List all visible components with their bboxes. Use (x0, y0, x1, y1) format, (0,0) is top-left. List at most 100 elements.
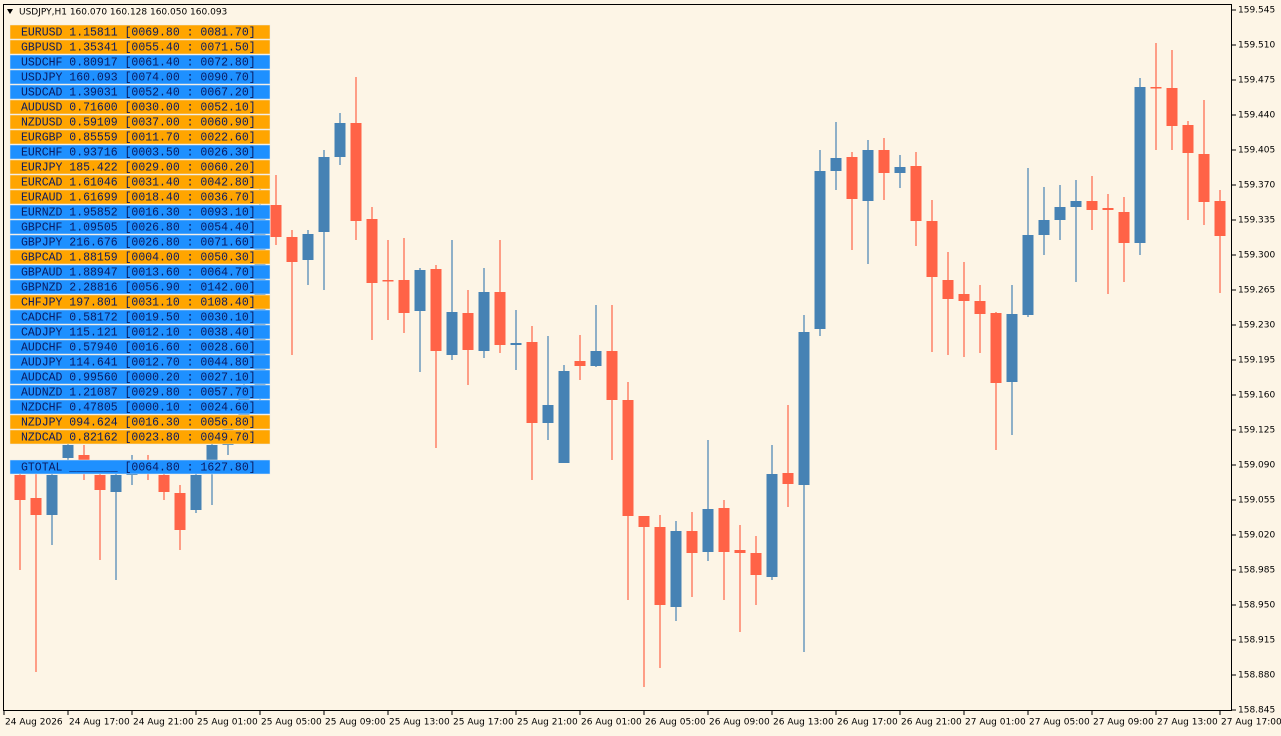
candle-body (110, 475, 122, 492)
y-tick-label: 159.160 (1238, 391, 1275, 401)
x-tick-label: 26 Aug 17:00 (837, 718, 898, 728)
y-tick-label: 158.845 (1238, 706, 1275, 716)
pair-row-bg (9, 159, 271, 175)
y-tick-label: 158.950 (1238, 601, 1275, 611)
pair-row: USDCHF 0.80917 [0061.40 : 0072.80] (21, 57, 256, 70)
x-tick-label: 26 Aug 05:00 (645, 718, 706, 728)
y-tick-label: 159.545 (1238, 6, 1275, 16)
pair-row: GBPJPY 216.676 [0026.80 : 0071.60] (21, 237, 256, 250)
y-tick-label: 159.440 (1238, 111, 1275, 121)
x-tick-label: 25 Aug 21:00 (517, 718, 578, 728)
pair-row-bg (9, 24, 271, 40)
x-tick-label: 24 Aug 2026 (5, 718, 63, 728)
x-tick-label: 26 Aug 21:00 (901, 718, 962, 728)
y-tick-label: 159.335 (1238, 216, 1275, 226)
candle-body (446, 312, 458, 355)
candle-body (190, 475, 202, 510)
candle-body (974, 301, 986, 314)
candle-body (62, 445, 74, 458)
x-tick-label: 27 Aug 01:00 (965, 718, 1026, 728)
candle-body (318, 157, 330, 232)
x-tick-label: 25 Aug 01:00 (197, 718, 258, 728)
pair-row: NZDJPY 094.624 [0016.30 : 0056.80] (21, 417, 256, 430)
pair-row: EURJPY 185.422 [0029.00 : 0060.20] (21, 162, 256, 175)
pair-row: GBPAUD 1.88947 [0013.60 : 0064.70] (21, 267, 256, 280)
y-tick-label: 158.915 (1238, 636, 1275, 646)
pair-row-bg (9, 114, 271, 130)
pair-row: GTOTAL _______ [0064.80 : 1627.80] (21, 462, 256, 475)
candle-body (1182, 125, 1194, 153)
y-tick-label: 159.510 (1238, 41, 1275, 51)
pair-row: EURAUD 1.61699 [0018.40 : 0036.70] (21, 192, 256, 205)
pair-row: NZDCAD 0.82162 [0023.80 : 0049.70] (21, 432, 256, 445)
candle-body (350, 123, 362, 221)
axes: 159.545 159.510 159.475 159.440 159.405 159.3… (3, 6, 1281, 728)
candle-body (782, 473, 794, 484)
pair-row: USDCAD 1.39031 [0052.40 : 0067.20] (21, 87, 256, 100)
candle-body (542, 405, 554, 423)
candle-body (334, 123, 346, 157)
candle-body (1086, 201, 1098, 210)
x-tick-label: 25 Aug 13:00 (389, 718, 450, 728)
candle-body (590, 351, 602, 366)
candle-body (270, 205, 282, 237)
pair-row: USDJPY 160.093 [0074.00 : 0090.70] (21, 72, 256, 85)
pair-row: NZDUSD 0.59109 [0037.00 : 0060.90] (21, 117, 256, 130)
pair-row-bg (9, 324, 271, 340)
pair-row: NZDCHF 0.47805 [0000.10 : 0024.60] (21, 402, 256, 415)
candle-body (638, 516, 650, 527)
pairs-panel: EURUSD 1.15811 [0069.80 : 0081.70] GBPUSD… (9, 24, 271, 475)
candle-body (14, 475, 26, 500)
y-tick-label: 159.055 (1238, 496, 1275, 506)
menu-arrow[interactable] (7, 9, 13, 14)
pair-row: GBPUSD 1.35341 [0055.40 : 0071.50] (21, 42, 256, 55)
candle-body (862, 150, 874, 201)
pair-row-bg (9, 354, 271, 370)
candle-body (654, 527, 666, 605)
pair-row-bg (9, 234, 271, 250)
candle-body (734, 550, 746, 553)
candle-body (30, 498, 42, 515)
candle-body (1070, 201, 1082, 207)
candle-body (718, 508, 730, 552)
y-tick-label: 159.195 (1238, 356, 1275, 366)
pair-row-bg (9, 429, 271, 445)
pair-row-bg (9, 459, 271, 475)
candle-body (894, 167, 906, 173)
candle-body (1038, 220, 1050, 235)
candle-body (414, 270, 426, 311)
pair-row-bg (9, 189, 271, 205)
pair-row: EURUSD 1.15811 [0069.80 : 0081.70] (21, 27, 256, 40)
y-tick-label: 159.475 (1238, 76, 1275, 86)
candle-body (622, 400, 634, 516)
pair-row-bg (9, 39, 271, 55)
candle-body (1166, 88, 1178, 126)
candle-body (830, 158, 842, 171)
candle-body (94, 475, 106, 490)
candle-body (926, 221, 938, 277)
x-tick-label: 24 Aug 21:00 (133, 718, 194, 728)
candle-body (750, 553, 762, 575)
candle-body (1054, 207, 1066, 220)
candle-body (798, 332, 810, 485)
y-tick-label: 159.370 (1238, 181, 1275, 191)
pair-row-bg (9, 219, 271, 235)
pair-row-bg (9, 309, 271, 325)
pair-row-bg (9, 249, 271, 265)
pair-row: EURCHF 0.93716 [0003.50 : 0026.30] (21, 147, 256, 160)
candle-body (206, 445, 218, 465)
pair-row: AUDCHF 0.57940 [0016.60 : 0028.60] (21, 342, 256, 355)
x-tick-label: 27 Aug 17:00 (1221, 718, 1281, 728)
pair-row-bg (9, 174, 271, 190)
x-tick-label: 25 Aug 05:00 (261, 718, 322, 728)
pair-row: GBPCAD 1.88159 [0004.00 : 0050.30] (21, 252, 256, 265)
pair-row: EURGBP 0.85559 [0011.70 : 0022.60] (21, 132, 256, 145)
candle-body (302, 234, 314, 260)
candle-body (398, 280, 410, 313)
y-tick-label: 159.125 (1238, 426, 1275, 436)
candle-body (1134, 87, 1146, 243)
candle-body (174, 493, 186, 530)
y-tick-label: 159.265 (1238, 286, 1275, 296)
candle-body (910, 166, 922, 221)
candle-body (46, 475, 58, 515)
